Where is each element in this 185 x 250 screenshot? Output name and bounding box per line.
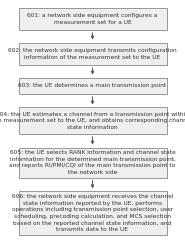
Text: 602: the network side equipment transmits configuration
information of the measu: 602: the network side equipment transmit… xyxy=(8,48,177,60)
FancyBboxPatch shape xyxy=(18,108,166,134)
FancyBboxPatch shape xyxy=(18,42,166,65)
Text: 605: the UE selects RANK information and channel state
information for the deter: 605: the UE selects RANK information and… xyxy=(9,150,176,175)
Text: 601: a network side equipment configures a
measurement set for a UE: 601: a network side equipment configures… xyxy=(27,13,158,24)
Text: 603: the UE determines a main transmission point: 603: the UE determines a main transmissi… xyxy=(18,83,166,88)
FancyBboxPatch shape xyxy=(18,8,166,30)
FancyBboxPatch shape xyxy=(18,148,166,178)
Text: 604: the UE estimates a channel from a transmission point within
the measurement: 604: the UE estimates a channel from a t… xyxy=(0,112,185,130)
FancyBboxPatch shape xyxy=(18,191,166,235)
Text: 606: the network side equipment receives the channel
state information reported : 606: the network side equipment receives… xyxy=(12,194,173,232)
FancyBboxPatch shape xyxy=(18,78,166,94)
